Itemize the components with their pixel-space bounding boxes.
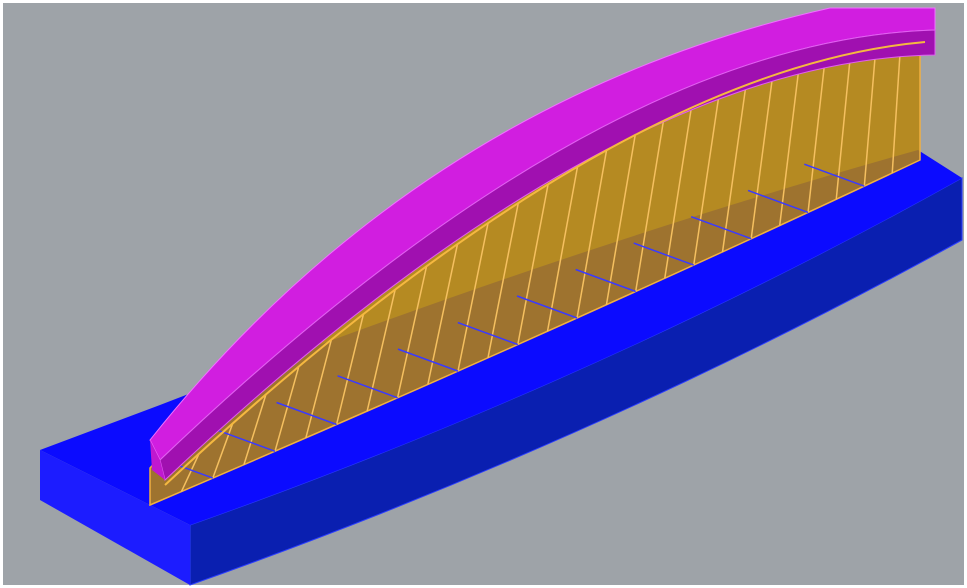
viewport [0, 0, 967, 588]
page: {} (() => { JSON.parse(document.getEleme… [0, 0, 967, 588]
